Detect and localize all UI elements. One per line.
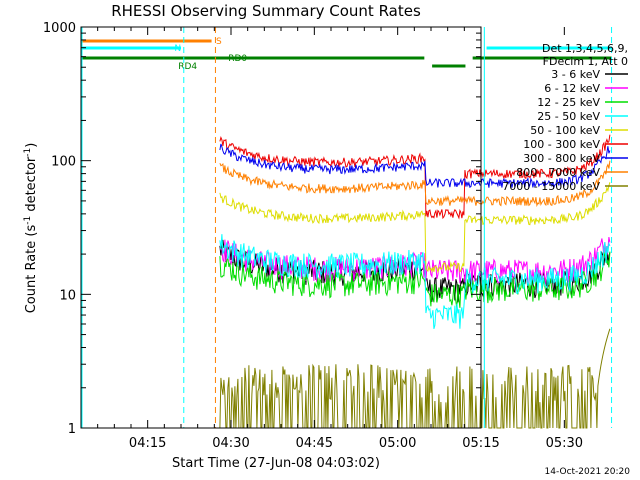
plot-area	[81, 27, 481, 428]
rd4-flag-label: RD4	[178, 62, 197, 72]
chart-title: RHESSI Observing Summary Count Rates	[111, 2, 421, 20]
legend-title-2: FDecim 1, Att 0	[543, 55, 628, 68]
legend-label-6: 100 - 300 keV	[523, 138, 600, 151]
y-tick-label: 1	[68, 422, 76, 437]
y-tick-label: 100	[51, 155, 76, 170]
legend-label-1: 3 - 6 keV	[551, 68, 600, 81]
legend-label-9: 7000 - 15000 keV	[502, 180, 600, 193]
series-line-8	[219, 160, 611, 208]
legend-label-2: 6 - 12 keV	[544, 82, 600, 95]
rd0-flag-label: RD0	[228, 54, 247, 64]
x-tick-label: 04:30	[212, 436, 249, 451]
x-tick-label: 04:15	[129, 436, 166, 451]
y-axis-label-sup2: -1	[23, 148, 33, 157]
x-tick-label: 05:15	[462, 436, 499, 451]
legend-label-5: 50 - 100 keV	[530, 124, 600, 137]
y-axis-label-pre: Count Rate (s	[24, 225, 39, 314]
saa-flag-label: S	[216, 37, 222, 47]
x-tick-label: 04:45	[296, 436, 333, 451]
legend-label-4: 25 - 50 keV	[537, 110, 600, 123]
y-axis-label-post: )	[24, 143, 39, 148]
series-layer	[219, 134, 611, 429]
plot-frame-fill	[81, 27, 481, 428]
series-line-5	[219, 182, 611, 274]
legend-label-8: 800 - 7000 keV	[516, 166, 600, 179]
legend-label-3: 12 - 25 keV	[537, 96, 600, 109]
series-line-7	[219, 143, 611, 190]
flag-layer: S N RD4 RD0	[81, 27, 613, 428]
y-axis-label: Count Rate (s-1 detector-1)	[23, 143, 39, 314]
y-axis-label-mid: detector	[24, 156, 39, 216]
y-axis-label-sup1: -1	[23, 216, 33, 225]
footer-date: 14-Oct-2021 20:20	[545, 467, 631, 477]
x-tick-label: 05:30	[546, 436, 583, 451]
night-flag-label: N	[174, 44, 181, 54]
series-line-9	[219, 328, 611, 429]
y-tick-label: 1000	[43, 21, 76, 36]
x-axis-label: Start Time (27-Jun-08 04:03:02)	[172, 456, 380, 471]
x-tick-label: 05:00	[379, 436, 416, 451]
y-tick-label: 10	[59, 288, 76, 303]
legend-label-7: 300 - 800 keV	[523, 152, 600, 165]
series-line-6	[219, 134, 611, 220]
axes: 1 10 100 1000 04:15 04:30 04:45 05:00 05:15 05:30	[43, 21, 583, 451]
legend-title-1: Det 1,3,4,5,6,9,	[542, 42, 628, 55]
series-line-4	[219, 234, 611, 330]
